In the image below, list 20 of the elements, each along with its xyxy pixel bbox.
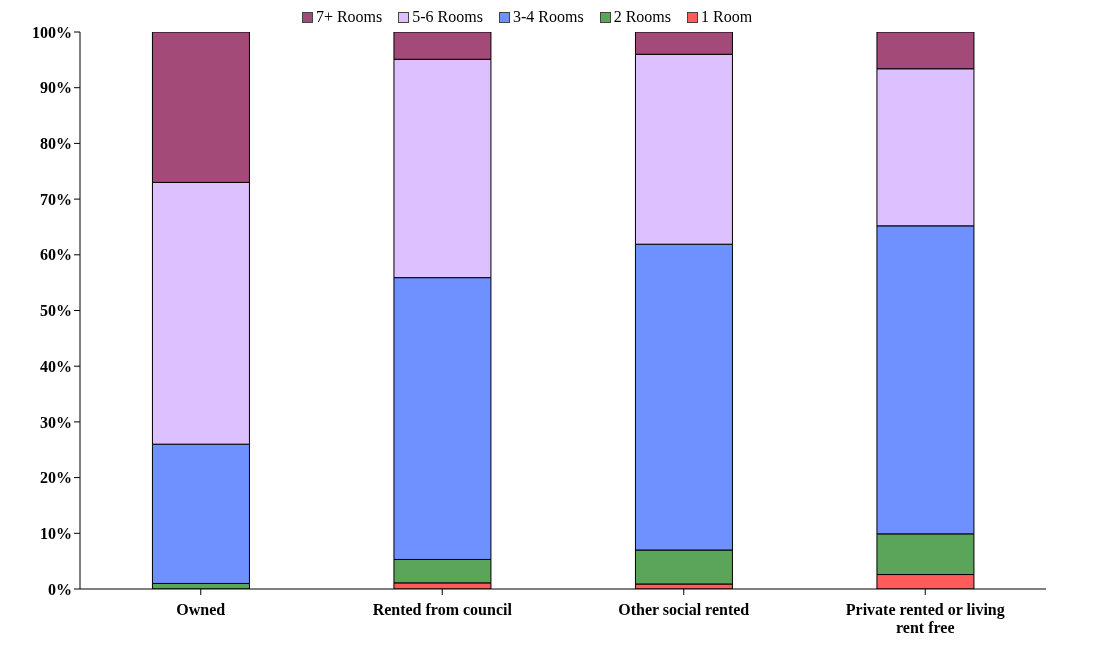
legend-label: 3-4 Rooms (511, 8, 584, 26)
legend-label: 7+ Rooms (314, 8, 383, 26)
y-tick-label: 50% (40, 302, 72, 320)
legend-label: 1 Room (699, 8, 753, 26)
x-tick-label: Private rented or living rent free (845, 601, 1005, 636)
x-tick-label: Rented from council (372, 601, 513, 618)
y-tick-label: 70% (40, 190, 72, 208)
y-tick-label: 0% (48, 580, 72, 598)
y-tick-label: 100% (32, 23, 72, 41)
x-tick-label: Owned (176, 601, 226, 618)
y-tick-label: 40% (40, 357, 72, 375)
y-tick-label: 10% (40, 524, 72, 542)
x-tick-label: Other social rented (618, 601, 750, 618)
y-tick-label: 60% (40, 246, 72, 264)
legend-label: 2 Rooms (612, 8, 671, 26)
y-tick-label: 90% (40, 79, 72, 97)
y-tick-label: 30% (40, 413, 72, 431)
y-tick-label: 20% (40, 469, 72, 487)
y-tick-label: 80% (40, 135, 72, 153)
legend-label: 5-6 Rooms (411, 8, 483, 26)
